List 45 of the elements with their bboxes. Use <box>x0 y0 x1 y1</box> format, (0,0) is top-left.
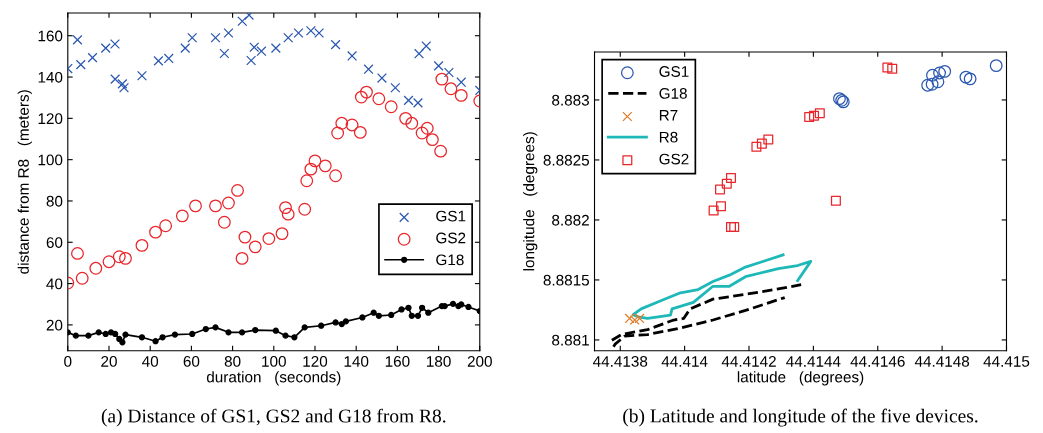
x-tick-label: 20 <box>101 355 117 367</box>
x-tick-label: 44.4144 <box>786 356 841 367</box>
x-tick-label: 180 <box>427 355 451 367</box>
legend-label: G18 <box>659 87 687 99</box>
y-axis-title: longitude (degrees) <box>523 132 538 271</box>
legend-label: GS2 <box>436 232 466 244</box>
x-tick-label: 44.415 <box>983 356 1030 367</box>
x-tick-label: 44.4146 <box>850 355 905 367</box>
x-tick-label: 120 <box>303 355 328 367</box>
y-tick-label: 120 <box>38 113 63 125</box>
text: (a) Distance of GS1, GS2 and G18 from R8. <box>101 408 446 427</box>
legend-label: GS1 <box>659 66 689 77</box>
x-tick-label: 140 <box>344 355 369 367</box>
x-tick-label: 44.4148 <box>914 355 970 367</box>
y-tick-label: 20 <box>46 319 63 331</box>
x-tick-label: 160 <box>385 355 410 367</box>
x-tick-label: 40 <box>142 355 159 367</box>
x-tick-label: 44.4142 <box>721 355 776 367</box>
legend-label: R8 <box>659 131 678 143</box>
x-tick-label: 80 <box>224 355 241 367</box>
y-tick-label: 8.8815 <box>543 274 590 286</box>
x-axis-title: duration (seconds) <box>206 371 341 386</box>
x-tick-label: 100 <box>262 355 286 367</box>
y-tick-label: 8.882 <box>552 214 589 226</box>
x-tick-label: 44.414 <box>661 356 708 367</box>
x-tick-label: 44.4138 <box>593 355 648 367</box>
y-tick-label: 140 <box>38 71 63 83</box>
y-axis-title: distance from R8 (meters) <box>17 90 32 274</box>
y-tick-label: 100 <box>38 154 63 166</box>
y-tick-label: 80 <box>46 195 63 207</box>
y-tick-label: 8.881 <box>552 334 589 346</box>
y-tick-label: 40 <box>46 278 63 290</box>
x-tick-label: 60 <box>183 355 200 367</box>
y-tick-label: 8.8825 <box>543 154 590 166</box>
x-tick-label: 0 <box>64 355 72 367</box>
y-tick-label: 60 <box>46 237 63 248</box>
y-tick-label: 160 <box>38 30 63 42</box>
legend-label: G18 <box>436 254 464 266</box>
text: (b) Latitude and longitude of the five devices. <box>623 408 978 427</box>
legend-label: R7 <box>659 110 678 121</box>
y-tick-label: 8.883 <box>552 94 589 106</box>
x-tick-label: 200 <box>467 355 492 367</box>
x-axis-title: latitude (degrees) <box>737 371 864 386</box>
legend-label: GS2 <box>659 153 689 165</box>
legend-label: GS1 <box>436 210 466 222</box>
